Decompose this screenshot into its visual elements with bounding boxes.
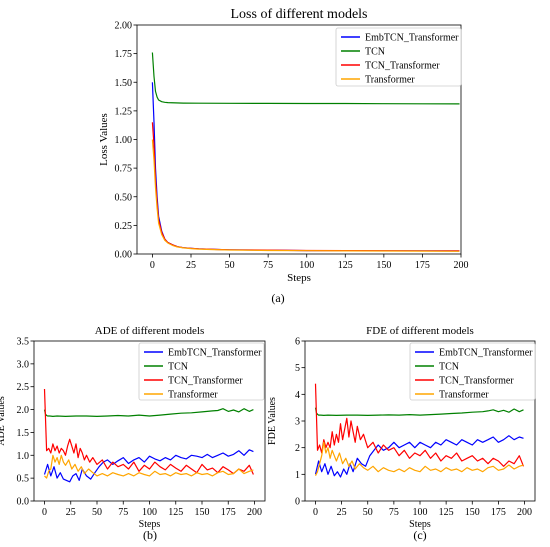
ade-legend-label-1: TCN [168, 362, 188, 373]
caption-c: (c) [413, 528, 426, 542]
fde-series-line-3 [314, 441, 524, 476]
ade-xtick-label-5: 125 [168, 507, 183, 518]
loss-xtick-label-1: 25 [186, 260, 196, 271]
loss-xtick-label-4: 100 [299, 260, 314, 271]
loss-chart-title: Loss of different models [231, 7, 368, 22]
fde-chart: 0 25 50 75 100 125 150 175 200 0 1 2 3 4 5 6 FDE of diff… [267, 325, 536, 530]
loss-series-line-2 [151, 122, 460, 252]
fde-xtick-label-0: 0 [313, 507, 318, 518]
loss-xtick-label-8: 200 [454, 260, 469, 271]
fde-ytick-label-5: 5 [295, 363, 300, 374]
ade-ytick-label-5: 2.5 [17, 382, 30, 393]
loss-y-axis-label: Loss Values [98, 113, 110, 166]
fde-ytick-label-2: 2 [295, 443, 300, 454]
loss-x-axis-label: Steps [287, 272, 311, 284]
fde-chart-title: FDE of different models [366, 325, 474, 337]
ade-ytick-label-7: 3.5 [17, 337, 30, 348]
loss-xtick-label-3: 75 [263, 260, 273, 271]
ade-xtick-label-0: 0 [42, 507, 47, 518]
loss-ytick-label-0: 0.00 [115, 250, 133, 261]
ade-legend-label-0: EmbTCN_Transformer [168, 348, 262, 359]
fde-legend-label-0: EmbTCN_Transformer [439, 348, 533, 359]
loss-legend-label-0: EmbTCN_Transformer [365, 33, 459, 44]
loss-xtick-label-0: 0 [150, 260, 155, 271]
ade-series-line-3 [44, 454, 254, 479]
ade-ytick-label-0: 0.0 [17, 497, 30, 508]
loss-legend-label-1: TCN [365, 47, 385, 58]
loss-legend-label-3: Transformer [365, 75, 415, 86]
loss-ytick-label-6: 1.50 [115, 78, 133, 89]
loss-legend-box [335, 27, 462, 87]
ade-ytick-label-6: 3.0 [17, 359, 30, 370]
fde-xtick-label-5: 125 [439, 507, 454, 518]
fde-y-axis-label: FDE Values [267, 397, 278, 445]
loss-ytick-label-8: 2.00 [115, 21, 133, 32]
fde-series-line-0 [314, 435, 524, 478]
ade-xtick-label-1: 25 [66, 507, 76, 518]
fde-legend-box [409, 342, 536, 401]
ade-xtick-label-8: 200 [247, 507, 262, 518]
fde-xtick-label-8: 200 [517, 507, 532, 518]
loss-xtick-label-7: 175 [415, 260, 430, 271]
ade-chart: 0 25 50 75 100 125 150 175 200 0.0 0.5 1.0 1.5 2.0 2.5… [0, 325, 266, 530]
fde-xtick-label-6: 150 [465, 507, 480, 518]
fde-xtick-label-3: 75 [389, 507, 399, 518]
loss-series-line-1 [151, 52, 460, 105]
ade-legend-label-3: Transformer [168, 390, 218, 401]
fde-ytick-label-1: 1 [295, 470, 300, 481]
ade-legend-label-2: TCN_Transformer [168, 376, 243, 387]
caption-a: (a) [271, 291, 284, 305]
loss-xtick-label-5: 125 [338, 260, 353, 271]
loss-xtick-label-6: 150 [376, 260, 391, 271]
ade-ytick-label-1: 0.5 [17, 474, 30, 485]
fde-series-line-1 [314, 407, 524, 416]
ade-xtick-label-3: 75 [118, 507, 128, 518]
ade-ytick-label-3: 1.5 [17, 428, 30, 439]
loss-ytick-label-3: 0.75 [115, 164, 133, 175]
ade-x-axis-label: Steps [139, 519, 161, 530]
ade-xtick-label-6: 150 [195, 507, 210, 518]
fde-ytick-label-4: 4 [295, 390, 300, 401]
fde-x-axis-label: Steps [409, 519, 431, 530]
ade-xtick-label-4: 100 [142, 507, 157, 518]
loss-series-line-3 [151, 139, 460, 252]
fde-legend: EmbTCN_Transformer TCN TCN_Transformer Tran… [409, 342, 536, 401]
ade-series-line-1 [43, 408, 254, 417]
fde-ytick-label-6: 6 [295, 337, 300, 348]
fde-legend-label-2: TCN_Transformer [439, 376, 514, 387]
ade-xtick-label-7: 175 [221, 507, 236, 518]
fde-xtick-label-7: 175 [491, 507, 506, 518]
fde-legend-label-1: TCN [439, 362, 459, 373]
fde-xtick-label-2: 50 [363, 507, 373, 518]
fde-series-line-2 [314, 383, 525, 467]
fde-ytick-label-0: 0 [295, 497, 300, 508]
caption-b: (b) [143, 528, 157, 542]
loss-xtick-label-2: 50 [225, 260, 235, 271]
fde-ytick-label-3: 3 [295, 417, 300, 428]
ade-legend-box [138, 342, 265, 401]
loss-ytick-label-4: 1.00 [115, 135, 133, 146]
loss-legend-label-2: TCN_Transformer [365, 61, 440, 72]
ade-ytick-label-2: 1.0 [17, 451, 30, 462]
loss-ytick-label-2: 0.50 [115, 192, 133, 203]
ade-y-axis-label: ADE Values [0, 396, 7, 446]
fde-xtick-label-1: 25 [337, 507, 347, 518]
ade-ytick-label-4: 2.0 [17, 405, 30, 416]
loss-ytick-label-1: 0.25 [115, 221, 133, 232]
loss-chart: 0 25 50 75 100 125 150 175 200 0.00 0.25 0.50 0.75 1.… [98, 7, 469, 284]
ade-xtick-label-2: 50 [92, 507, 102, 518]
loss-legend: EmbTCN_Transformer TCN TCN_Transformer Tran… [335, 27, 462, 87]
ade-series-line-2 [43, 388, 254, 475]
ade-chart-title: ADE of different models [95, 325, 204, 337]
ade-legend: EmbTCN_Transformer TCN TCN_Transformer Tran… [138, 342, 265, 401]
fde-xtick-label-4: 100 [413, 507, 428, 518]
loss-ytick-label-7: 1.75 [115, 49, 133, 60]
loss-ytick-label-5: 1.25 [115, 106, 133, 117]
ade-series-line-0 [43, 449, 254, 483]
loss-series-line-0 [151, 82, 460, 252]
fde-legend-label-3: Transformer [439, 390, 489, 401]
